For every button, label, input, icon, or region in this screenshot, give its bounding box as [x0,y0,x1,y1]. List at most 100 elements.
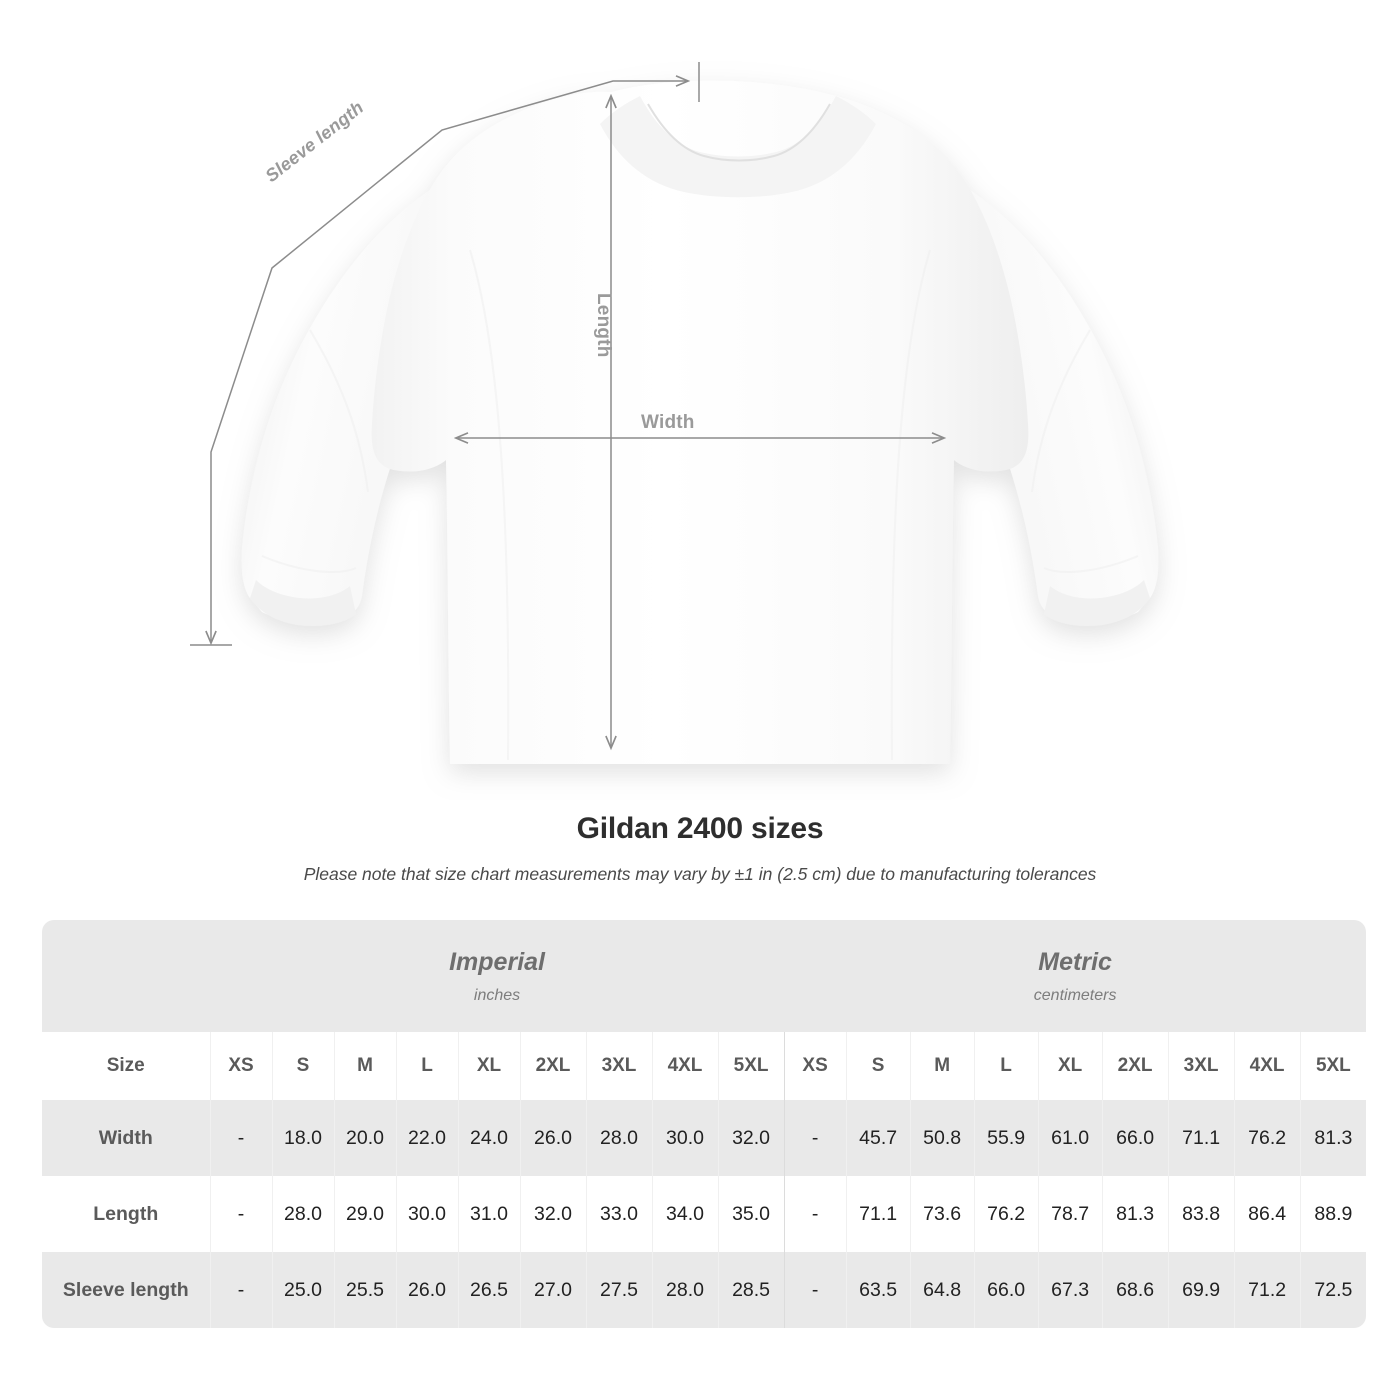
column-header-imperial-m: M [334,1032,397,1100]
column-header-metric-5xl: 5XL [1300,1032,1367,1100]
cell-length-metric-5xl: 88.9 [1300,1176,1367,1252]
table-row-length: Length - 28.0 29.0 30.0 31.0 32.0 33.0 3… [42,1176,1367,1252]
cell-sleeve-imperial-l: 26.0 [396,1252,459,1328]
cell-length-metric-xl: 78.7 [1038,1176,1103,1252]
sleeve-length-measure [190,62,700,646]
cell-length-imperial-xl: 31.0 [458,1176,521,1252]
row-header-sleeve-length: Sleeve length [42,1252,211,1328]
cell-sleeve-imperial-s: 25.0 [272,1252,335,1328]
column-header-imperial-xs: XS [210,1032,273,1100]
cell-length-imperial-l: 30.0 [396,1176,459,1252]
cell-sleeve-metric-xs: - [784,1252,847,1328]
cell-width-imperial-xs: - [210,1100,273,1176]
column-header-metric-s: S [846,1032,911,1100]
cell-sleeve-imperial-2xl: 27.0 [520,1252,587,1328]
imperial-label: Imperial [449,948,545,977]
column-header-imperial-s: S [272,1032,335,1100]
row-header-length: Length [42,1176,211,1252]
cell-sleeve-imperial-3xl: 27.5 [586,1252,653,1328]
cell-length-metric-l: 76.2 [974,1176,1039,1252]
cell-sleeve-imperial-xs: - [210,1252,273,1328]
column-header-metric-4xl: 4XL [1234,1032,1301,1100]
table-row-width: Width - 18.0 20.0 22.0 24.0 26.0 28.0 30… [42,1100,1367,1176]
width-dimension-label: Width [641,412,695,433]
cell-length-imperial-s: 28.0 [272,1176,335,1252]
cell-sleeve-metric-s: 63.5 [846,1252,911,1328]
cell-width-metric-4xl: 76.2 [1234,1100,1301,1176]
column-header-metric-xs: XS [784,1032,847,1100]
cell-width-imperial-3xl: 28.0 [586,1100,653,1176]
collar-seam [647,103,831,162]
cell-width-metric-xs: - [784,1100,847,1176]
cell-sleeve-metric-l: 66.0 [974,1252,1039,1328]
cell-width-imperial-5xl: 32.0 [718,1100,785,1176]
shirt-body-group [241,80,1159,765]
cell-length-imperial-3xl: 33.0 [586,1176,653,1252]
unit-banner-spacer [42,920,210,1032]
cell-width-imperial-xl: 24.0 [458,1100,521,1176]
size-table: Imperial inches Metric centimeters Size … [42,920,1367,1328]
column-header-metric-2xl: 2XL [1102,1032,1169,1100]
cell-width-imperial-s: 18.0 [272,1100,335,1176]
cell-length-metric-2xl: 81.3 [1102,1176,1169,1252]
column-header-metric-3xl: 3XL [1168,1032,1235,1100]
cell-width-imperial-m: 20.0 [334,1100,397,1176]
cell-length-metric-m: 73.6 [910,1176,975,1252]
cell-sleeve-metric-xl: 67.3 [1038,1252,1103,1328]
imperial-banner: Imperial inches [210,920,785,1032]
cell-width-metric-xl: 61.0 [1038,1100,1103,1176]
cell-length-metric-3xl: 83.8 [1168,1176,1235,1252]
column-header-size: Size [42,1032,211,1100]
cell-length-imperial-m: 29.0 [334,1176,397,1252]
column-header-metric-m: M [910,1032,975,1100]
chart-title-block: Gildan 2400 sizes Please note that size … [0,812,1400,885]
shirt-torso [371,80,1029,765]
column-header-imperial-3xl: 3XL [586,1032,653,1100]
cell-sleeve-imperial-5xl: 28.5 [718,1252,785,1328]
table-row-sleeve-length: Sleeve length - 25.0 25.5 26.0 26.5 27.0… [42,1252,1367,1328]
cell-length-imperial-5xl: 35.0 [718,1176,785,1252]
garment-diagram: Sleeve length Length Width [190,62,1159,765]
column-header-imperial-xl: XL [458,1032,521,1100]
left-cuff [250,580,356,626]
cell-width-metric-m: 50.8 [910,1100,975,1176]
metric-banner: Metric centimeters [784,920,1367,1032]
row-header-width: Width [42,1100,211,1176]
sleeve-length-line [210,81,688,636]
cell-length-metric-4xl: 86.4 [1234,1176,1301,1252]
cell-sleeve-imperial-4xl: 28.0 [652,1252,719,1328]
imperial-sublabel: inches [473,986,521,1004]
cell-width-metric-5xl: 81.3 [1300,1100,1367,1176]
cell-width-imperial-l: 22.0 [396,1100,459,1176]
cell-width-metric-3xl: 71.1 [1168,1100,1235,1176]
cell-sleeve-imperial-m: 25.5 [334,1252,397,1328]
cell-width-imperial-4xl: 30.0 [652,1100,719,1176]
size-header-row: Size XS S M L XL 2XL 3XL 4XL 5XL XS S M … [42,1032,1367,1100]
tolerance-note: Please note that size chart measurements… [303,864,1097,884]
column-header-imperial-5xl: 5XL [718,1032,785,1100]
cell-width-imperial-2xl: 26.0 [520,1100,587,1176]
page-title: Gildan 2400 sizes [576,812,824,845]
column-header-imperial-2xl: 2XL [520,1032,587,1100]
metric-sublabel: centimeters [1033,986,1117,1004]
right-cuff [1044,580,1150,626]
cell-length-imperial-4xl: 34.0 [652,1176,719,1252]
shirt-collar [600,96,876,198]
cell-width-metric-l: 55.9 [974,1100,1039,1176]
column-header-imperial-l: L [396,1032,459,1100]
cell-length-imperial-xs: - [210,1176,273,1252]
cell-sleeve-metric-4xl: 71.2 [1234,1252,1301,1328]
cell-sleeve-metric-5xl: 72.5 [1300,1252,1367,1328]
cell-length-imperial-2xl: 32.0 [520,1176,587,1252]
fabric-folds [261,249,1139,761]
cell-sleeve-metric-m: 64.8 [910,1252,975,1328]
cell-sleeve-metric-2xl: 68.6 [1102,1252,1169,1328]
shirt-illustration [190,62,1159,765]
column-header-metric-l: L [974,1032,1039,1100]
unit-banner-row: Imperial inches Metric centimeters [42,920,1367,1032]
cell-length-metric-s: 71.1 [846,1176,911,1252]
cell-sleeve-metric-3xl: 69.9 [1168,1252,1235,1328]
length-dimension-label: Length [593,293,614,358]
cell-sleeve-imperial-xl: 26.5 [458,1252,521,1328]
